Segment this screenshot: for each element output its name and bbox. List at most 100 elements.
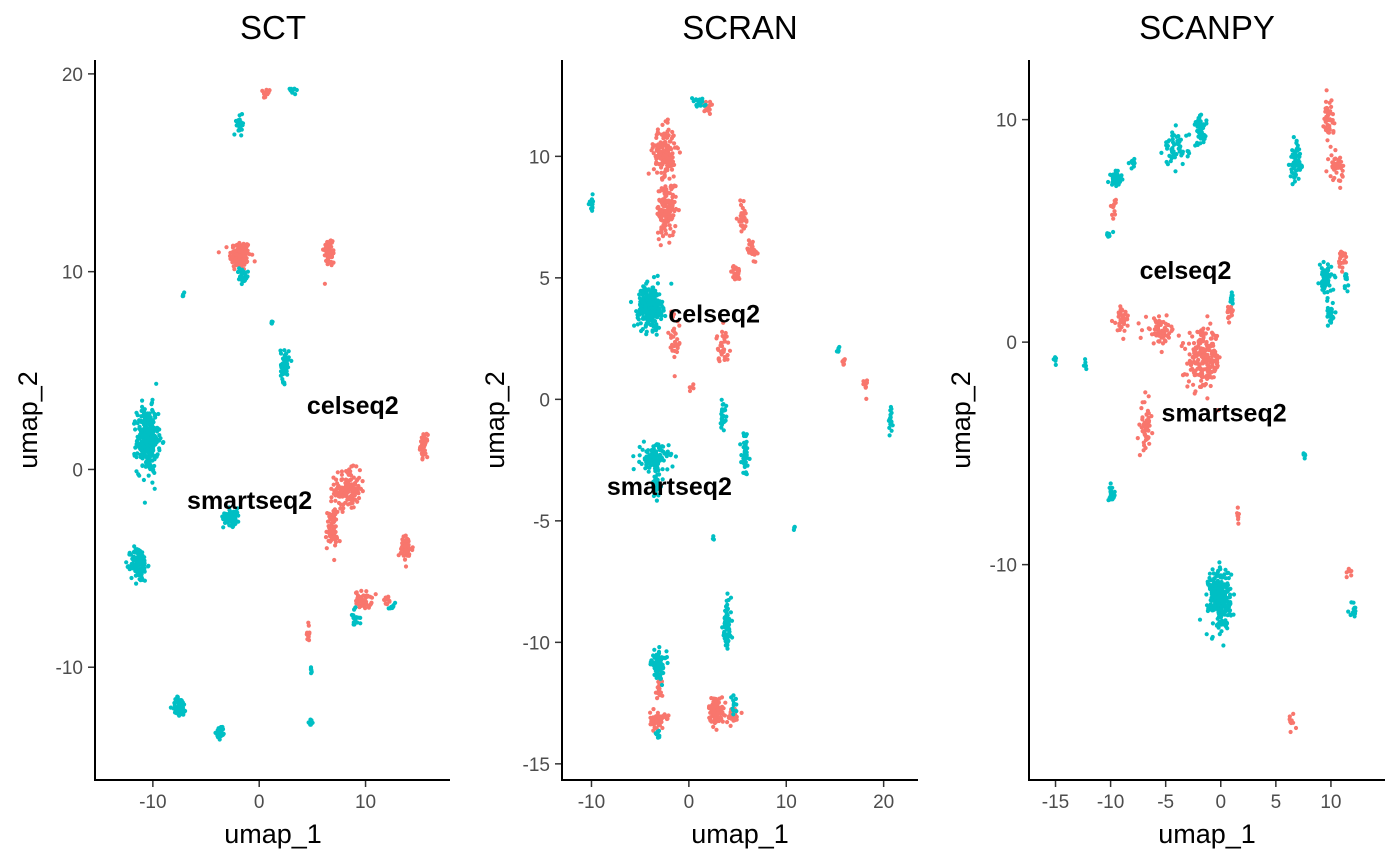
scatter-point	[340, 509, 345, 514]
scatter-point	[644, 281, 649, 286]
scatter-point	[282, 348, 287, 353]
scatter-point	[227, 505, 232, 510]
scatter-point	[1353, 609, 1358, 614]
scatter-point	[655, 461, 661, 466]
scatter-point	[657, 693, 663, 698]
scatter-point	[741, 456, 747, 461]
scatter-point	[1146, 326, 1151, 331]
scatter-point	[1111, 177, 1116, 182]
scatter-point	[1196, 357, 1201, 362]
scatter-point	[663, 228, 668, 233]
scatter-point	[671, 174, 676, 179]
scatter-point	[888, 419, 893, 424]
scatter-point	[1330, 160, 1335, 165]
scatter-point	[741, 226, 747, 231]
y-tick-label: -15	[523, 755, 550, 776]
scatter-point	[650, 285, 655, 290]
scatter-point	[657, 665, 662, 670]
scatter-point	[1345, 289, 1350, 294]
scatter-point	[643, 466, 648, 471]
scatter-point	[347, 467, 352, 472]
scatter-point	[1105, 233, 1111, 238]
scatter-point	[1325, 262, 1330, 267]
scatter-point	[725, 357, 730, 362]
scatter-point	[323, 245, 329, 250]
scatter-point	[658, 658, 663, 663]
scatter-point	[357, 468, 362, 473]
scatter-point	[1220, 599, 1225, 604]
scatter-point	[670, 163, 675, 168]
scatter-point	[1204, 354, 1209, 359]
scatter-point	[728, 595, 734, 600]
scatter-point	[369, 600, 374, 605]
scatter-point	[1214, 354, 1219, 359]
scatter-point	[663, 153, 669, 158]
scatter-point	[148, 467, 153, 472]
scatter-points	[124, 86, 430, 742]
scatter-point	[393, 600, 398, 606]
scatter-point	[1223, 567, 1228, 572]
scatter-point	[304, 632, 309, 637]
scatter-point	[241, 241, 246, 246]
scatter-point	[218, 734, 223, 739]
scatter-point	[719, 397, 724, 402]
scatter-point	[841, 358, 846, 363]
scatter-point	[145, 411, 150, 416]
scatter-point	[327, 253, 332, 258]
scatter-point	[650, 328, 655, 333]
scatter-point	[329, 499, 334, 504]
x-tick-label: 0	[684, 792, 695, 813]
scatter-point	[1326, 157, 1331, 162]
scatter-point	[1187, 352, 1192, 357]
scatter-point	[1289, 718, 1294, 723]
scatter-point	[1324, 169, 1329, 174]
scatter-point	[245, 243, 250, 248]
cluster-labels: celseq2 smartseq2	[187, 392, 399, 515]
scatter-point	[691, 386, 696, 391]
scatter-point	[1084, 366, 1089, 372]
scatter-point	[1323, 99, 1329, 104]
scatter-point	[137, 473, 142, 478]
scatter-point	[659, 313, 664, 318]
scatter-point	[356, 496, 362, 501]
scatter-point	[1226, 576, 1231, 581]
scatter-point	[1204, 118, 1209, 123]
scatter-point	[1295, 143, 1300, 148]
scatter-point	[1331, 130, 1336, 135]
scatter-point	[1173, 123, 1178, 128]
scatter-point	[653, 726, 658, 731]
scatter-point	[324, 529, 329, 535]
scatter-point	[1293, 725, 1299, 731]
scatter-point	[1140, 429, 1145, 434]
scatter-point	[360, 601, 365, 606]
scatter-point	[709, 696, 714, 701]
scatter-point	[715, 346, 721, 351]
scatter-point	[655, 230, 661, 235]
scatter-point	[1333, 148, 1338, 153]
scatter-point	[655, 710, 661, 716]
scatter-point	[723, 643, 728, 648]
scatter-point	[356, 602, 361, 607]
scatter-point	[1113, 320, 1118, 325]
scatter-point	[156, 411, 161, 417]
scatter-point	[1211, 375, 1216, 380]
scatter-point	[355, 486, 360, 491]
scatter-point	[387, 598, 392, 603]
scatter-point	[328, 530, 333, 535]
scatter-point	[672, 208, 677, 214]
scatter-point	[137, 441, 142, 447]
scatter-point	[234, 252, 239, 257]
scatter-point	[352, 607, 357, 612]
scatter-point	[667, 176, 672, 181]
scatter-point	[364, 589, 369, 594]
scatter-point	[669, 335, 674, 340]
scatter-point	[1349, 573, 1354, 578]
scatter-point	[666, 443, 671, 448]
scatter-point	[703, 102, 708, 107]
y-tick-label: 10	[996, 111, 1017, 132]
scatter-point	[698, 103, 703, 108]
scatter-point	[334, 517, 339, 522]
scatter-point	[651, 479, 656, 484]
scatter-point	[1201, 335, 1206, 340]
scatter-point	[404, 538, 409, 543]
